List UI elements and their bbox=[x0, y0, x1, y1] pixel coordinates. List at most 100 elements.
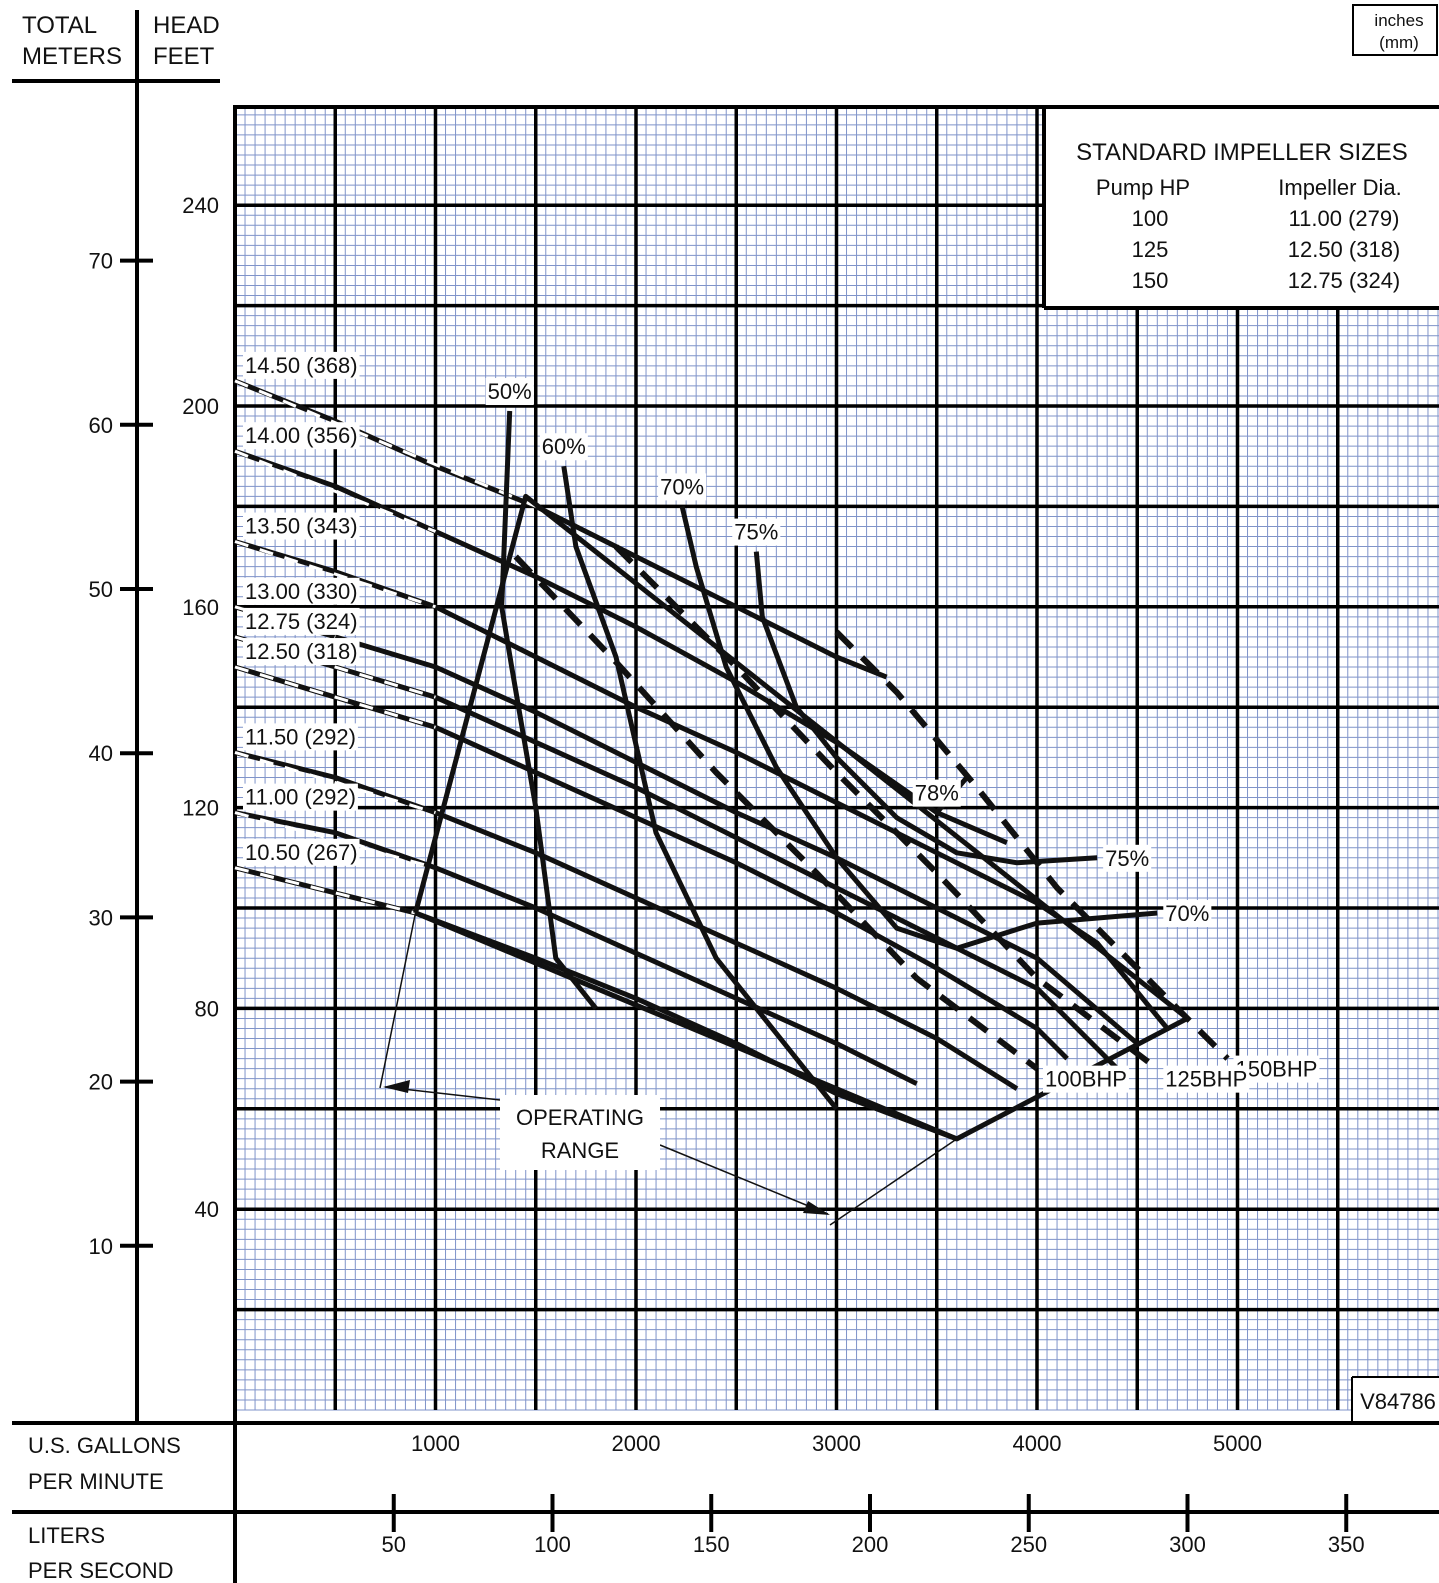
operating-range-leader bbox=[379, 912, 417, 1089]
bhp-curve bbox=[613, 544, 1160, 1071]
impeller-table-title: STANDARD IMPELLER SIZES bbox=[1076, 139, 1408, 166]
efficiency-curve-label: 75% bbox=[734, 520, 778, 545]
operating-range-arrow bbox=[659, 1144, 829, 1215]
units-note-box bbox=[1352, 4, 1438, 56]
series-layer bbox=[234, 378, 1230, 1226]
efficiency-curve-label-bg bbox=[1103, 844, 1152, 872]
impeller-curve bbox=[234, 448, 1008, 845]
y-meters-tick-label: 70 bbox=[89, 249, 113, 274]
impeller-curve-label: 12.50 (318) bbox=[245, 639, 358, 664]
units-note-line: (mm) bbox=[1379, 33, 1419, 52]
efficiency-curve-label: 78% bbox=[915, 781, 959, 806]
x2-tick-label: 100 bbox=[534, 1532, 571, 1557]
impeller-table-cell: 12.75 (324) bbox=[1288, 268, 1401, 293]
impeller-table-header-hp: Pump HP bbox=[1096, 175, 1190, 200]
x-tick-label: 4000 bbox=[1013, 1431, 1062, 1456]
curve-labels-layer: 14.50 (368) 14.00 (356) 13.50 (343) 13.00 (… bbox=[243, 351, 1320, 1170]
impeller-table-cell: 150 bbox=[1132, 268, 1169, 293]
impeller-curve-label-bg bbox=[243, 638, 360, 666]
version-code-box bbox=[1352, 1377, 1439, 1421]
operating-range-leader bbox=[829, 1138, 958, 1226]
y-feet-tick-label: 200 bbox=[182, 394, 219, 419]
x-tick-label: 3000 bbox=[812, 1431, 861, 1456]
impeller-curve bbox=[234, 810, 918, 1086]
efficiency-curve-label: 75% bbox=[1105, 846, 1149, 871]
impeller-curve-dash-gap bbox=[234, 750, 436, 815]
left-inner-title: FEET bbox=[153, 43, 215, 70]
efficiency-curve-label: 70% bbox=[1165, 901, 1209, 926]
bhp-curve-label: 125BHP bbox=[1165, 1067, 1247, 1092]
x2-tick-label: 50 bbox=[382, 1532, 406, 1557]
impeller-curve-dash-gap bbox=[234, 449, 437, 533]
bhp-curve-label-bg bbox=[1163, 1065, 1250, 1093]
x2-axis-title: PER SECOND bbox=[28, 1558, 173, 1583]
y-meters-tick-label: 20 bbox=[89, 1070, 113, 1095]
impeller-curve-label: 14.00 (356) bbox=[245, 423, 358, 448]
impeller-curve-label-bg bbox=[243, 351, 360, 379]
impeller-curve-label: 11.00 (292) bbox=[245, 785, 356, 810]
x2-axis-title: LITERS bbox=[28, 1523, 105, 1548]
efficiency-curve-label-bg bbox=[732, 518, 781, 546]
bhp-curve bbox=[834, 629, 1230, 1061]
y-feet-tick-label: 80 bbox=[195, 996, 219, 1021]
impeller-curve-label: 11.50 (292) bbox=[245, 724, 356, 749]
impeller-table-header-dia: Impeller Dia. bbox=[1278, 175, 1401, 200]
x-tick-label: 2000 bbox=[612, 1431, 661, 1456]
impeller-curve-label-bg bbox=[243, 783, 358, 811]
operating-range-label: RANGE bbox=[541, 1138, 619, 1163]
left-inner-title: HEAD bbox=[153, 12, 220, 39]
y-feet-tick-label: 240 bbox=[182, 193, 219, 218]
y-meters-tick-label: 30 bbox=[89, 905, 113, 930]
efficiency-curve-label-bg bbox=[912, 779, 961, 807]
impeller-curve-dash-gap bbox=[234, 866, 416, 915]
y-feet-tick-label: 40 bbox=[195, 1197, 219, 1222]
operating-range-arrowhead bbox=[803, 1201, 830, 1215]
efficiency-curve bbox=[753, 551, 1098, 866]
impeller-curve-label: 13.00 (330) bbox=[245, 579, 358, 604]
units-note-line: inches bbox=[1374, 11, 1423, 30]
axis-ticks: 1000 2000 3000 4000 5000 50 100 150 200 250 300 350… bbox=[89, 193, 1365, 1557]
efficiency-curve bbox=[679, 505, 1158, 951]
operating-range-arrowhead bbox=[383, 1080, 410, 1093]
impeller-curve-label: 12.75 (324) bbox=[245, 609, 358, 634]
impeller-curve-dash-gap bbox=[234, 811, 436, 870]
impeller-curve-label-bg bbox=[243, 512, 360, 540]
x-axis-title: U.S. GALLONS bbox=[28, 1433, 181, 1458]
x-axis-title: PER MINUTE bbox=[28, 1469, 164, 1494]
x-tick-label: 5000 bbox=[1213, 1431, 1262, 1456]
left-outer-title: METERS bbox=[22, 43, 122, 70]
bhp-curve-label: 100BHP bbox=[1045, 1067, 1127, 1092]
operating-range-boundary bbox=[413, 493, 1190, 1142]
impeller-curve-label-bg bbox=[243, 723, 358, 751]
y-meters-tick-label: 40 bbox=[89, 741, 113, 766]
y-meters-tick-label: 10 bbox=[89, 1234, 113, 1259]
efficiency-curve bbox=[561, 465, 839, 1111]
impeller-curve-dash-gap bbox=[234, 540, 436, 609]
efficiency-curve-label-bg bbox=[539, 433, 588, 461]
impeller-curve-label: 13.50 (343) bbox=[245, 514, 358, 539]
operating-range-label: OPERATING bbox=[516, 1105, 644, 1130]
x2-tick-label: 350 bbox=[1328, 1532, 1365, 1557]
y-feet-tick-label: 160 bbox=[182, 595, 219, 620]
impeller-curve bbox=[234, 604, 1139, 1046]
impeller-curve-dash-gap bbox=[234, 665, 436, 729]
x2-tick-label: 150 bbox=[693, 1532, 730, 1557]
efficiency-curve-label: 60% bbox=[542, 434, 586, 459]
version-code: V84786 bbox=[1360, 1389, 1436, 1414]
y-meters-tick-label: 60 bbox=[89, 413, 113, 438]
x-tick-label: 1000 bbox=[411, 1431, 460, 1456]
operating-range-label-bg bbox=[500, 1095, 660, 1170]
impeller-table-panel bbox=[1044, 108, 1439, 308]
impeller-curve-label: 14.50 (368) bbox=[245, 353, 358, 378]
impeller-curve-label: 10.50 (267) bbox=[245, 840, 358, 865]
major-grid bbox=[235, 107, 1439, 1410]
bhp-curve-label-bg bbox=[1043, 1065, 1129, 1093]
efficiency-curve-label-bg bbox=[485, 378, 534, 406]
impeller-table-cell: 11.00 (279) bbox=[1289, 206, 1400, 231]
efficiency-curve-label: 70% bbox=[660, 474, 704, 499]
impeller-table-cell: 125 bbox=[1132, 237, 1169, 262]
impeller-curve bbox=[234, 749, 1019, 1091]
left-outer-title: TOTAL bbox=[22, 12, 97, 39]
y-feet-tick-label: 120 bbox=[182, 796, 219, 821]
